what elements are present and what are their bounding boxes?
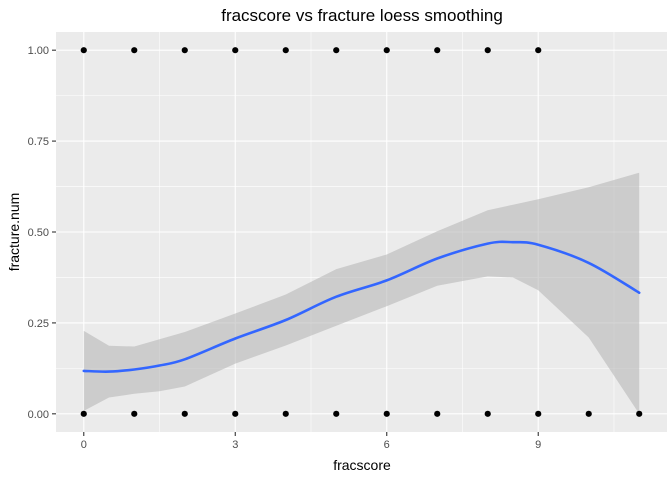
- data-point: [282, 47, 289, 54]
- y-tick-label: 0.75: [28, 136, 49, 148]
- confidence-band-layer: [83, 172, 640, 414]
- data-point: [333, 410, 340, 417]
- data-point: [181, 47, 188, 54]
- data-point: [434, 410, 441, 417]
- x-tick-label: 3: [232, 439, 238, 451]
- data-point: [535, 410, 542, 417]
- data-point: [383, 410, 390, 417]
- data-point: [535, 47, 542, 54]
- y-axis: 0.00 0.25 0.50 0.75 1.00: [28, 45, 56, 421]
- x-tick-label: 9: [535, 439, 541, 451]
- smooth-line-layer: [82, 240, 641, 373]
- data-point: [383, 47, 390, 54]
- confidence-band: [83, 172, 640, 414]
- data-point: [282, 410, 289, 417]
- data-point: [131, 410, 138, 417]
- y-tick-label: 0.50: [28, 227, 49, 239]
- data-point: [636, 410, 643, 417]
- data-point: [232, 47, 239, 54]
- loess-smooth-line: [82, 240, 641, 373]
- data-point: [232, 410, 239, 417]
- x-tick-label: 6: [384, 439, 390, 451]
- y-axis-title: fracture.num: [6, 193, 22, 272]
- data-point: [434, 47, 441, 54]
- data-point: [484, 47, 491, 54]
- data-point: [181, 410, 188, 417]
- data-point: [484, 410, 491, 417]
- data-point: [80, 410, 87, 417]
- y-tick-label: 0.25: [28, 318, 49, 330]
- major-gridlines: [56, 32, 667, 432]
- points-layer: [80, 47, 643, 417]
- y-tick-label: 0.00: [28, 409, 49, 421]
- x-axis-title: fracscore: [333, 457, 391, 473]
- chart-title: fracscore vs fracture loess smoothing: [221, 6, 503, 25]
- y-tick-label: 1.00: [28, 45, 49, 57]
- x-axis: 0 3 6 9: [81, 432, 541, 451]
- data-point: [585, 410, 592, 417]
- x-tick-label: 0: [81, 439, 87, 451]
- data-point: [131, 47, 138, 54]
- data-point: [80, 47, 87, 54]
- data-point: [333, 47, 340, 54]
